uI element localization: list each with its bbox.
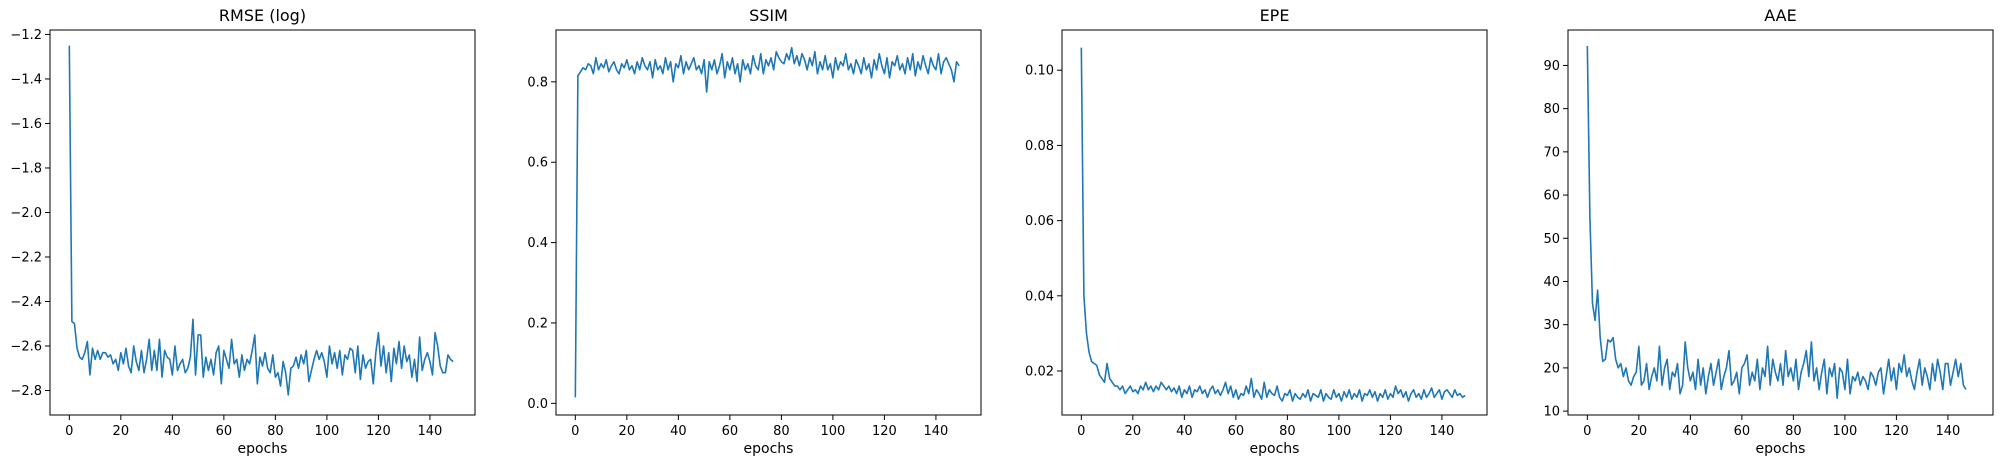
x-tick-label: 140 [1430, 424, 1455, 439]
x-tick-label: 120 [1378, 424, 1403, 439]
y-tick-label: −2.2 [10, 250, 42, 265]
x-tick-label: 20 [619, 424, 636, 439]
y-tick-label: 0.8 [527, 75, 548, 90]
x-tick-label: 80 [773, 424, 790, 439]
x-tick-label: 100 [1326, 424, 1351, 439]
x-tick-label: 20 [1125, 424, 1142, 439]
x-tick-label: 80 [1279, 424, 1296, 439]
x-tick-label: 60 [216, 424, 233, 439]
series-line-1 [1586, 45, 1967, 399]
chart-title: RMSE (log) [219, 6, 306, 25]
y-tick-label: 0.6 [527, 156, 548, 171]
y-tick-label: 0.0 [527, 397, 548, 412]
y-tick-label: −2.8 [10, 384, 42, 399]
x-tick-label: 0 [1583, 424, 1591, 439]
x-tick-label: 120 [366, 424, 391, 439]
chart-panel-2: SSIM 0 20 40 60 80 100 120 140 0.0 0.2 0.4 0.6 0.8 epo… [527, 6, 982, 457]
y-tick-label: 50 [1543, 232, 1560, 247]
y-tick-label: −1.8 [10, 161, 42, 176]
x-tick-label: 140 [1936, 424, 1961, 439]
x-tick-label: 140 [418, 424, 443, 439]
y-tick-label: 60 [1543, 189, 1560, 204]
plot-frame [49, 29, 476, 416]
x-axis-label: epochs [238, 441, 288, 457]
series-line-1 [1080, 47, 1466, 402]
plot-frame [1567, 29, 1994, 416]
y-tick-label: 0.02 [1025, 365, 1054, 380]
y-tick-label: 90 [1543, 59, 1560, 74]
y-tick-label: −2.4 [10, 295, 42, 310]
chart-panel-1: RMSE (log) 0 20 40 60 80 100 120 140 −2.8 −2.6 −2.4… [10, 6, 476, 457]
y-tick-label: −1.2 [10, 28, 42, 43]
x-tick-label: 80 [267, 424, 284, 439]
x-axis-label: epochs [744, 441, 794, 457]
x-axis-label: epochs [1756, 441, 1806, 457]
x-tick-label: 120 [872, 424, 897, 439]
y-tick-label: 30 [1543, 318, 1560, 333]
x-tick-label: 20 [1631, 424, 1648, 439]
y-tick-label: 0.2 [527, 316, 548, 331]
x-tick-label: 40 [1176, 424, 1193, 439]
x-tick-label: 0 [1077, 424, 1085, 439]
x-tick-label: 40 [670, 424, 687, 439]
y-tick-label: 0.06 [1025, 214, 1054, 229]
y-tick-label: 20 [1543, 361, 1560, 376]
x-tick-label: 100 [820, 424, 845, 439]
x-tick-label: 120 [1884, 424, 1909, 439]
x-tick-label: 100 [1832, 424, 1857, 439]
chart-title: EPE [1260, 6, 1290, 25]
x-tick-label: 80 [1785, 424, 1802, 439]
plot-frame [555, 29, 982, 416]
y-tick-label: 0.04 [1025, 289, 1054, 304]
chart-panel-4: AAE 0 20 40 60 80 100 120 140 10 20 30 40 50 60 70 80 90 e… [1543, 6, 1994, 457]
x-tick-label: 100 [314, 424, 339, 439]
series-line-1 [68, 45, 454, 396]
series-line-1 [574, 46, 960, 398]
x-tick-label: 60 [722, 424, 739, 439]
y-tick-label: 0.08 [1025, 139, 1054, 154]
y-tick-label: −1.4 [10, 72, 42, 87]
y-tick-label: 80 [1543, 102, 1560, 117]
y-tick-label: 0.4 [527, 236, 548, 251]
chart-title: SSIM [749, 6, 788, 25]
y-tick-label: −2.0 [10, 206, 42, 221]
x-axis-label: epochs [1250, 441, 1300, 457]
x-tick-label: 40 [164, 424, 181, 439]
y-tick-label: −1.6 [10, 117, 42, 132]
x-tick-label: 40 [1682, 424, 1699, 439]
y-tick-label: −2.6 [10, 340, 42, 355]
x-tick-label: 0 [65, 424, 73, 439]
y-tick-label: 40 [1543, 275, 1560, 290]
x-tick-label: 140 [924, 424, 949, 439]
x-tick-label: 60 [1734, 424, 1751, 439]
y-tick-label: 70 [1543, 145, 1560, 160]
chart-panel-3: EPE 0 20 40 60 80 100 120 140 0.02 0.04 0.06 0.08 0.1… [1025, 6, 1488, 457]
x-tick-label: 0 [571, 424, 579, 439]
x-tick-label: 20 [113, 424, 130, 439]
plot-frame [1061, 29, 1488, 416]
y-tick-label: 10 [1543, 405, 1560, 420]
y-tick-label: 0.10 [1025, 64, 1054, 79]
x-tick-label: 60 [1228, 424, 1245, 439]
chart-title: AAE [1764, 6, 1796, 25]
